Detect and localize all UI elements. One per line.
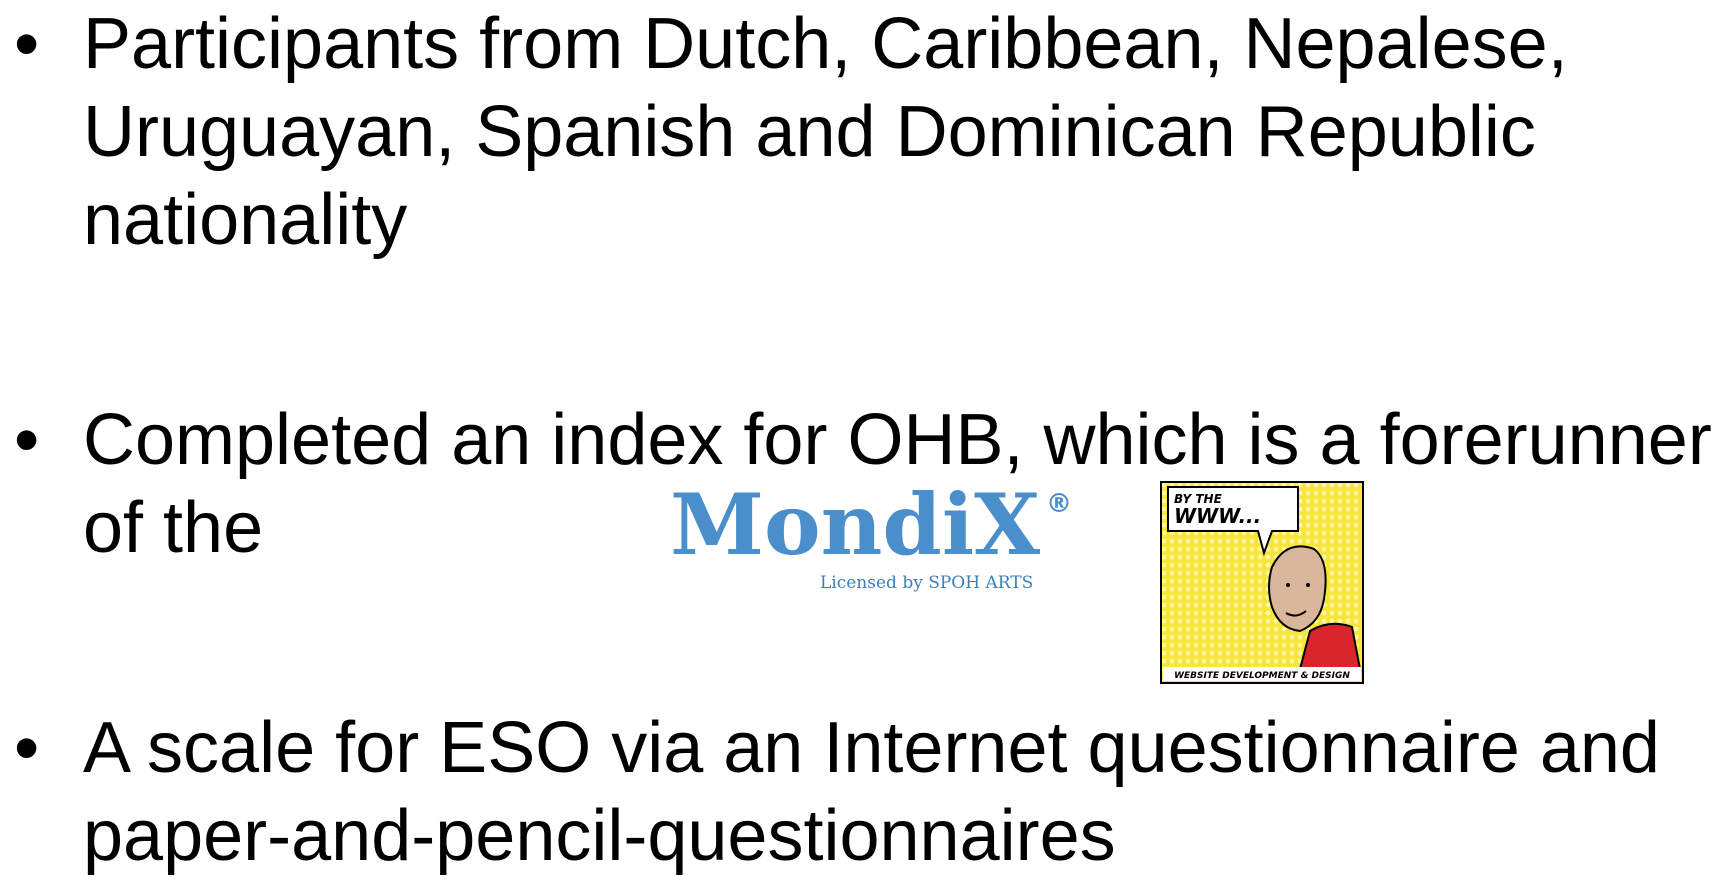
comic-caption: WEBSITE DEVELOPMENT & DESIGN — [1174, 671, 1350, 681]
bullet-text: Completed an index for OHB, which is a f… — [83, 400, 1712, 568]
logo-mark: ® — [1046, 489, 1072, 519]
comic-top: BY THE — [1174, 492, 1223, 506]
logo-name: MondiX — [670, 476, 1041, 574]
bullet-text: A scale for ESO via an Internet question… — [83, 708, 1660, 876]
bullet-text: Participants from Dutch, Caribbean, Nepa… — [83, 4, 1568, 260]
slide: {"bullets": [ "Participants from Dutch, … — [14, 4, 1712, 876]
bullet-symbol: • — [14, 708, 40, 788]
comic-image: BY THE WWW... WEBSITE DEVELOPMENT & DESI… — [1160, 481, 1364, 684]
logo-license: Licensed by SPOH ARTS — [820, 573, 1033, 593]
bullet-symbol: • — [14, 400, 40, 480]
bullet-symbol: • — [14, 4, 40, 84]
mondix-logo: MondiX ® Licensed by SPOH ARTS — [670, 476, 1072, 593]
comic-bubble: WWW... — [1174, 504, 1261, 528]
